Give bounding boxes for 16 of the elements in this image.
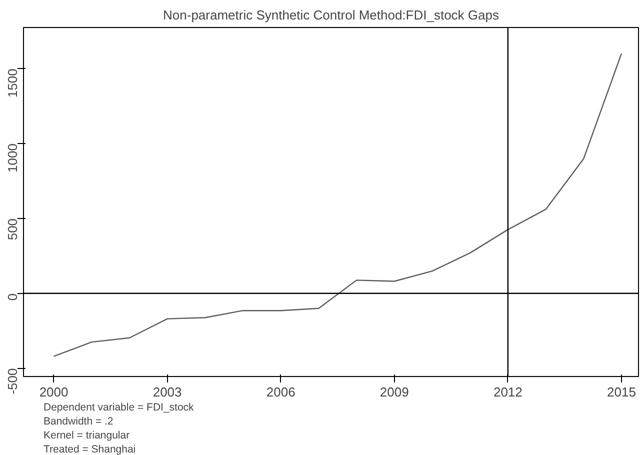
text: Bandwidth = .2	[44, 416, 114, 428]
x-tick-label: 2015	[607, 384, 636, 400]
x-tick-label: 2012	[493, 384, 522, 400]
x-tick-label: 2006	[266, 384, 296, 400]
chart-title: Non-parametric Synthetic Control Method:FDI_stock Gaps	[163, 8, 500, 22]
x-tick-label: 2000	[39, 384, 68, 400]
y-tick-label: 1000	[5, 144, 20, 173]
y-tick-label: -500	[5, 368, 20, 394]
text: Dependent variable = FDI_stock	[44, 402, 195, 414]
text: Kernel = triangular	[44, 430, 130, 442]
x-tick-label: 2003	[152, 384, 182, 400]
y-tick-label: 1500	[5, 68, 20, 98]
y-tick-label: 500	[5, 218, 20, 240]
text: Treated = Shanghai	[44, 444, 136, 455]
y-tick-label: 0	[5, 293, 20, 301]
x-tick-label: 2009	[380, 384, 409, 400]
